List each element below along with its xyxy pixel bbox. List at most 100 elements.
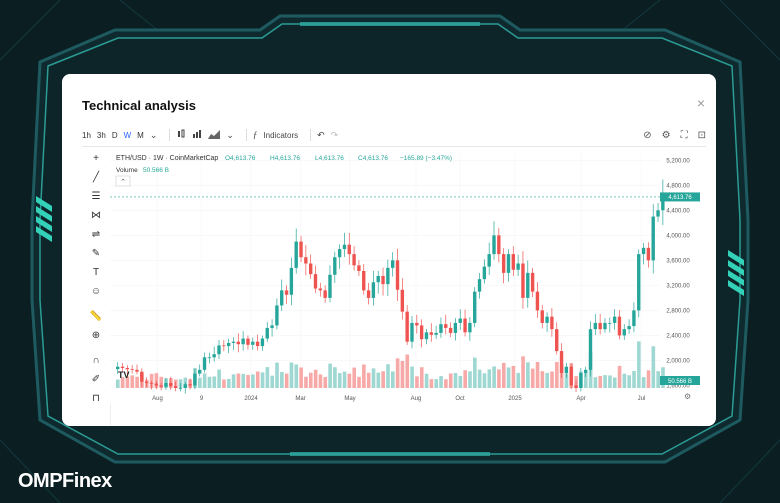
candle-body: [583, 369, 588, 373]
volume-bar: [608, 375, 612, 388]
volume-bar: [357, 376, 361, 388]
volume-bar: [583, 372, 588, 388]
candle-body: [207, 357, 212, 359]
volume-label: Volume: [116, 167, 138, 174]
candle-body: [313, 274, 318, 289]
text-icon[interactable]: T: [92, 267, 100, 278]
volume-bar: [516, 372, 521, 388]
candle-body: [492, 235, 496, 255]
projection-icon[interactable]: ⇌: [91, 229, 101, 240]
volume-bar: [637, 341, 641, 388]
candle-body: [415, 322, 419, 326]
close-icon[interactable]: ×: [696, 95, 706, 111]
timeframe-w[interactable]: W: [123, 130, 132, 140]
volume-bar: [458, 375, 463, 388]
price-chart[interactable]: 5,200.00 4,800.00 4,400.00 4,000.00 3,600.00…: [110, 150, 704, 404]
price-tick-label: 2,000.00: [666, 358, 690, 364]
settings-icon[interactable]: ⚙: [661, 129, 671, 141]
collapse-legend-button[interactable]: [115, 175, 131, 187]
camera-icon[interactable]: ⊡: [697, 129, 706, 141]
time-tick-label: Mar: [295, 396, 305, 402]
candle-body: [265, 327, 269, 339]
candle-body: [627, 326, 631, 330]
last-price-badge: [660, 192, 700, 202]
lock-drawings-icon[interactable]: ✐: [91, 374, 101, 385]
indicators-button[interactable]: Indicators: [263, 130, 299, 140]
candle-body: [622, 329, 626, 336]
volume-bar: [275, 362, 279, 388]
candle-body: [632, 310, 636, 327]
candle-body: [376, 276, 380, 283]
ohlc-open: O4,613.76: [225, 155, 256, 162]
candle-body: [173, 386, 178, 388]
volume-bar: [429, 379, 434, 388]
fx-icon[interactable]: ƒ: [252, 130, 258, 140]
timeframe-3h[interactable]: 3h: [96, 130, 106, 140]
candle-body: [434, 332, 438, 335]
candle-body: [497, 235, 501, 255]
redo-icon[interactable]: ↷: [330, 129, 339, 140]
trendline-icon[interactable]: ╱: [92, 172, 100, 183]
ohlc-change: −165.89 (−3.47%): [400, 155, 452, 162]
zoom-icon[interactable]: ⊕: [91, 330, 101, 341]
brush-icon[interactable]: ✎: [91, 248, 101, 259]
volume-bar: [222, 379, 226, 388]
volume-bar: [487, 369, 492, 388]
timeframe-d[interactable]: D: [111, 130, 118, 140]
volume-bar: [280, 371, 284, 388]
volume-bar: [540, 371, 545, 388]
candle-body: [405, 311, 409, 342]
volume-bar: [453, 372, 458, 388]
candle-body: [304, 257, 308, 264]
candle-body: [178, 387, 183, 389]
volume-bar: [400, 361, 405, 388]
candle-body: [530, 272, 535, 292]
candle-body: [569, 366, 573, 386]
timeframe-1h[interactable]: 1h: [82, 130, 91, 140]
volume-bar: [646, 370, 651, 388]
lock-icon[interactable]: ⊓: [92, 393, 100, 404]
volume-bar: [444, 379, 448, 388]
time-tick-label: May: [344, 396, 355, 402]
candles: [116, 179, 665, 394]
volume-bar: [120, 377, 125, 388]
magnet-icon[interactable]: ∩: [92, 355, 100, 366]
volume-bar: [424, 373, 429, 388]
chevron-down-icon[interactable]: ⌄: [149, 129, 158, 140]
candle-body: [188, 384, 192, 386]
volume-bar: [550, 371, 554, 388]
crosshair-icon[interactable]: +: [93, 153, 99, 164]
candle-body: [154, 383, 158, 386]
candle-body: [193, 373, 197, 386]
emoji-icon[interactable]: ☺: [90, 286, 102, 297]
volume-bar: [226, 378, 231, 388]
candles-icon[interactable]: [176, 129, 186, 141]
ruler-icon[interactable]: 📏: [89, 311, 103, 322]
candle-body: [453, 322, 458, 333]
price-tick-label: 2,800.00: [666, 308, 690, 314]
candle-body: [559, 351, 564, 373]
candle-body: [391, 260, 395, 268]
candle-body: [646, 247, 651, 261]
volume-bar: [116, 379, 120, 388]
fib-icon[interactable]: ☰: [91, 191, 101, 202]
candle-body: [120, 366, 125, 368]
time-tick-label: Oct: [455, 396, 465, 402]
chevron-down-icon[interactable]: ⌄: [226, 129, 234, 140]
volume-bar: [125, 376, 130, 388]
compare-icon[interactable]: ⊘: [643, 129, 652, 141]
fullscreen-icon[interactable]: ⛶: [680, 129, 688, 141]
area-chart-icon[interactable]: [208, 129, 221, 141]
price-tick-label: 1,600.00: [666, 383, 690, 389]
pattern-icon[interactable]: ⋈: [91, 210, 101, 221]
volume-bar: [439, 376, 443, 388]
bars-icon[interactable]: [192, 129, 202, 141]
volume-bar: [333, 367, 337, 388]
candle-body: [352, 254, 356, 266]
undo-icon[interactable]: ↶: [317, 129, 325, 140]
candle-body: [357, 265, 361, 271]
timeframe-m[interactable]: M: [137, 130, 144, 140]
volume-bar: [246, 375, 250, 388]
settings-icon[interactable]: ⚙: [684, 392, 691, 401]
candle-body: [140, 371, 144, 382]
